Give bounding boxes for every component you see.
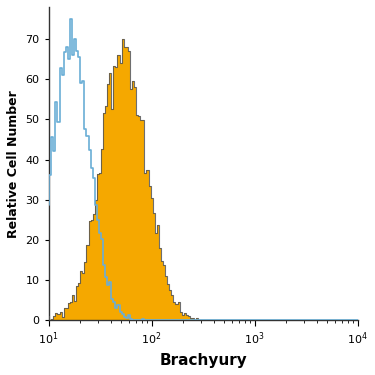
X-axis label: Brachyury: Brachyury [159, 353, 247, 368]
Y-axis label: Relative Cell Number: Relative Cell Number [7, 90, 20, 238]
